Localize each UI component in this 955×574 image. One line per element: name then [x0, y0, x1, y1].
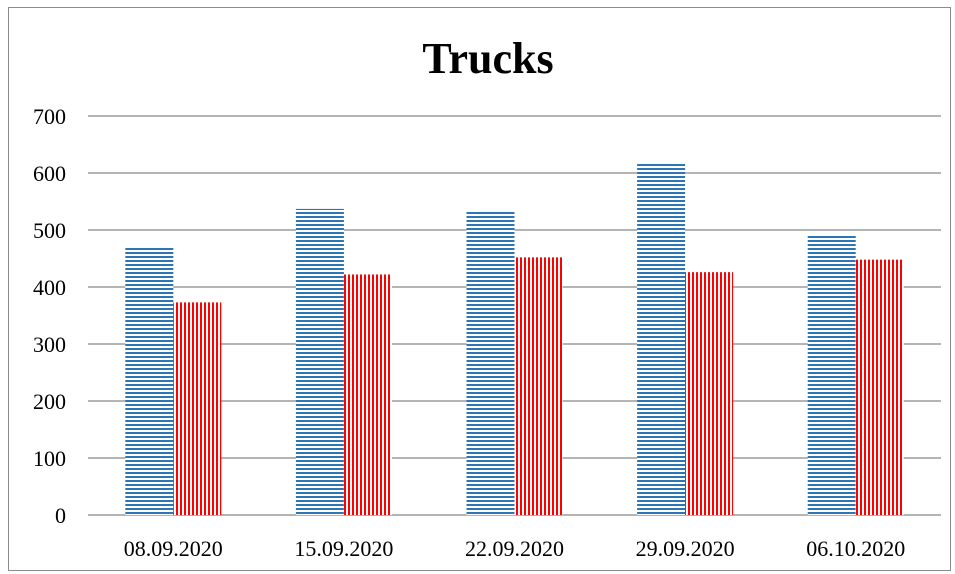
- y-tick-label: 300: [33, 332, 66, 357]
- x-tick-label: 15.09.2020: [294, 536, 393, 561]
- y-axis-ticks: 0 100 200 300 400 500 600 700: [33, 104, 66, 528]
- x-tick-label: 22.09.2020: [465, 536, 564, 561]
- bar-series1-08.09.2020: [125, 247, 174, 515]
- y-tick-label: 600: [33, 161, 66, 186]
- y-tick-label: 100: [33, 446, 66, 471]
- bar-series2-08.09.2020: [173, 302, 222, 515]
- bar-series1-29.09.2020: [637, 162, 686, 516]
- x-tick-label: 08.09.2020: [124, 536, 223, 561]
- y-tick-label: 0: [55, 503, 66, 528]
- bars: [125, 162, 904, 516]
- bar-series2-22.09.2020: [514, 257, 563, 515]
- y-tick-label: 500: [33, 218, 66, 243]
- bar-series2-29.09.2020: [685, 272, 734, 515]
- x-axis-ticks: 08.09.2020 15.09.2020 22.09.2020 29.09.2020…: [124, 536, 905, 561]
- bar-series1-15.09.2020: [295, 208, 344, 515]
- y-tick-label: 200: [33, 389, 66, 414]
- y-tick-label: 700: [33, 104, 66, 129]
- bar-series1-22.09.2020: [466, 211, 515, 515]
- y-tick-label: 400: [33, 275, 66, 300]
- bar-series2-06.10.2020: [855, 259, 904, 515]
- x-tick-label: 29.09.2020: [636, 536, 735, 561]
- x-tick-label: 06.10.2020: [806, 536, 905, 561]
- bar-series2-15.09.2020: [343, 274, 392, 515]
- bar-series1-06.10.2020: [807, 235, 856, 515]
- chart-title: Trucks: [422, 34, 553, 83]
